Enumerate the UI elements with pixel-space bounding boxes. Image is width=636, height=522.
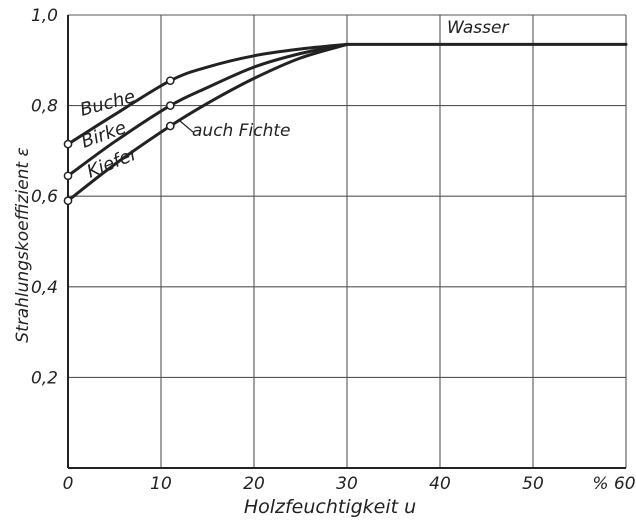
- label-buche: Buche: [78, 86, 138, 121]
- data-point-marker: [63, 196, 73, 206]
- x-tick-label: 20: [243, 474, 265, 494]
- fichte-leader-line: [179, 120, 194, 133]
- x-tick-label: 50: [522, 474, 544, 494]
- x-axis-label: Holzfeuchtigkeit u: [244, 496, 416, 518]
- ticks: 0 10 20 30 40 50 % 60 0,2 0,4 0,6 0,8 1,0: [31, 6, 636, 494]
- y-tick-label: 0,2: [31, 368, 58, 388]
- y-tick-label: 1,0: [31, 6, 58, 26]
- y-tick-label: 0,4: [31, 278, 58, 298]
- y-tick-label: 0,8: [31, 97, 58, 117]
- series-line-kiefer: [66, 42, 349, 203]
- grid: [67, 14, 627, 469]
- data-point-marker: [63, 139, 73, 149]
- x-tick-label: % 60: [592, 474, 635, 494]
- series-line-buche: [66, 42, 349, 146]
- data-point-marker: [63, 171, 73, 181]
- x-tick-label: 30: [336, 474, 358, 494]
- label-fichte: auch Fichte: [192, 121, 290, 141]
- markers: [63, 76, 175, 206]
- y-tick-label: 0,6: [31, 187, 58, 207]
- x-tick-label: 40: [429, 474, 451, 494]
- curves: [66, 42, 628, 203]
- series-line-birke: [66, 42, 349, 178]
- label-wasser: Wasser: [447, 18, 509, 38]
- data-point-marker: [165, 121, 175, 131]
- x-tick-label: 10: [150, 474, 172, 494]
- data-point-marker: [165, 101, 175, 110]
- data-point-marker: [165, 76, 175, 86]
- y-axis-label: Strahlungskoeffizient ε: [13, 147, 33, 342]
- x-tick-label: 0: [63, 474, 74, 494]
